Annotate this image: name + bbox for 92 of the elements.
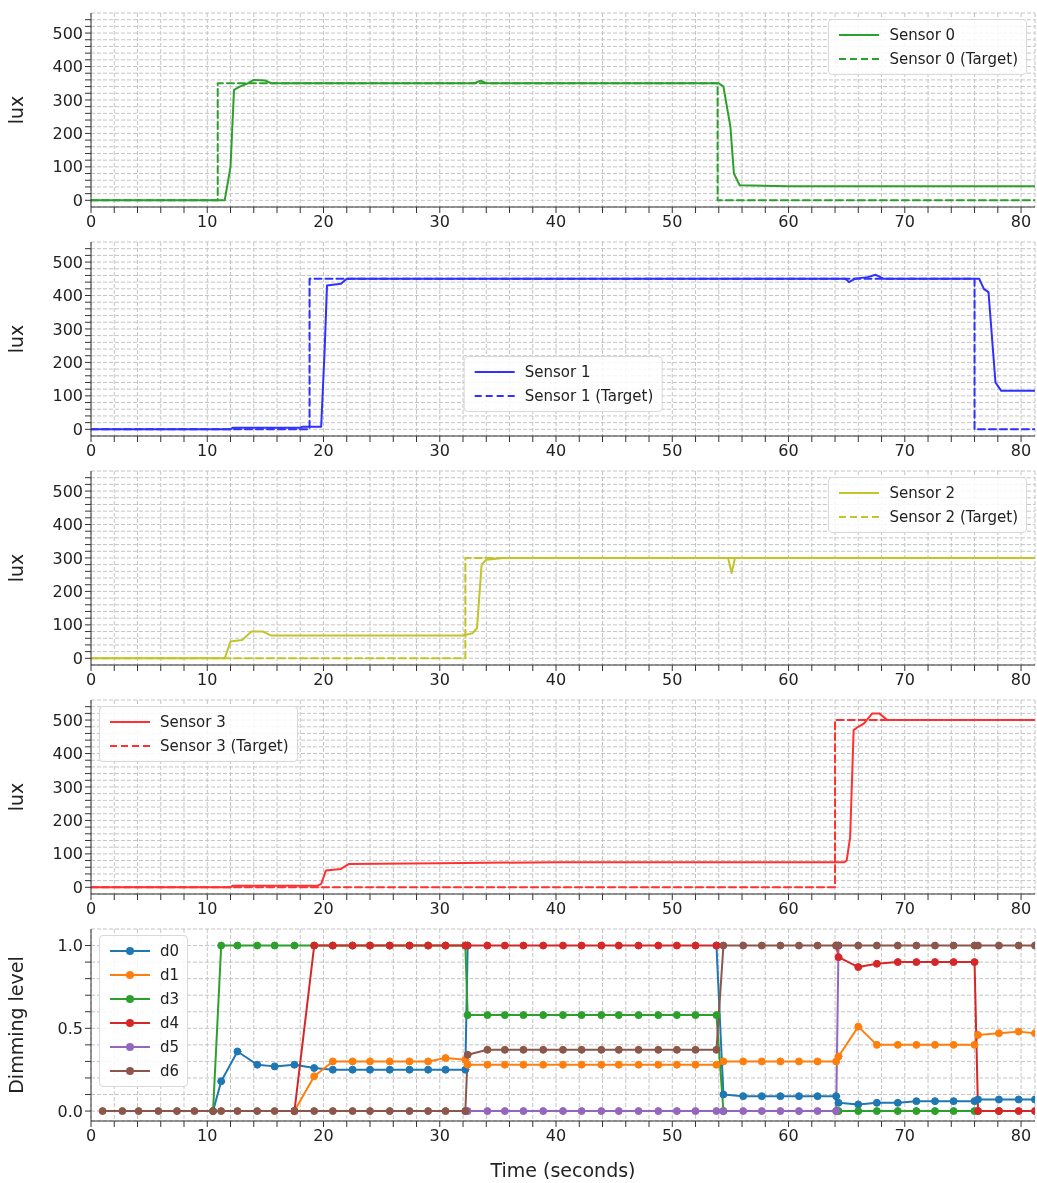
y-tick-label: 500: [52, 252, 83, 272]
x-tick-label: 20: [313, 1126, 334, 1145]
legend-label: d6: [160, 1062, 180, 1080]
y-tick-label: 100: [52, 615, 83, 635]
x-tick-label: 50: [662, 899, 683, 918]
y-axis-title: Dimming level: [4, 956, 27, 1094]
x-tick-label: 50: [662, 1126, 683, 1145]
legend-label: d5: [160, 1038, 180, 1056]
x-tick-label: 10: [197, 441, 218, 460]
legend-label: d3: [160, 990, 180, 1008]
x-tick-label: 70: [894, 1126, 915, 1145]
x-tick-label: 40: [545, 899, 567, 918]
y-tick-label: 100: [52, 386, 83, 406]
legend-label: Sensor 2 (Target): [889, 508, 1018, 526]
x-tick-label: 10: [197, 670, 218, 689]
x-tick-label: 20: [313, 212, 334, 231]
x-tick-label: 30: [429, 670, 450, 689]
x-tick-label: 70: [894, 441, 915, 460]
y-tick-label: 500: [52, 710, 83, 730]
y-tick-label: 300: [52, 548, 83, 568]
legend-label: Sensor 0: [889, 26, 956, 44]
y-tick-label: 0.0: [57, 1101, 83, 1121]
y-tick-label: 100: [52, 157, 83, 177]
y-tick-label: 200: [52, 582, 83, 602]
x-tick-label: 20: [313, 441, 334, 460]
x-tick-label: 50: [662, 212, 683, 231]
legend-label: Sensor 0 (Target): [889, 50, 1018, 68]
x-tick-label: 0: [85, 441, 97, 460]
y-tick-label: 0.5: [57, 1018, 83, 1038]
y-tick-label: 400: [52, 286, 83, 306]
x-tick-label: 30: [429, 441, 450, 460]
y-tick-label: 0: [72, 877, 83, 897]
x-tick-label: 0: [85, 670, 97, 689]
x-tick-label: 10: [197, 899, 218, 918]
y-tick-label: 0: [72, 419, 83, 439]
x-tick-label: 40: [545, 670, 567, 689]
y-tick-label: 500: [52, 23, 83, 43]
x-tick-label: 80: [1010, 899, 1032, 918]
x-tick-label: 40: [545, 441, 567, 460]
y-tick-label: 300: [52, 319, 83, 339]
y-tick-label: 400: [52, 744, 83, 764]
legend-label: Sensor 2: [889, 484, 956, 502]
y-tick-label: 400: [52, 515, 83, 535]
legend-label: d4: [160, 1014, 180, 1032]
y-tick-label: 500: [52, 481, 83, 501]
x-tick-label: 60: [778, 670, 799, 689]
x-tick-label: 40: [545, 1126, 567, 1145]
x-tick-label: 60: [778, 899, 799, 918]
legend-label: Sensor 3: [160, 713, 226, 731]
legend-label: Sensor 1 (Target): [524, 387, 654, 405]
y-tick-label: 300: [52, 90, 83, 110]
x-tick-label: 50: [662, 670, 683, 689]
x-tick-label: 0: [85, 1126, 97, 1145]
x-tick-label: 20: [313, 899, 334, 918]
y-axis-title: lux: [4, 95, 27, 125]
y-tick-label: 200: [52, 124, 83, 144]
x-tick-label: 80: [1010, 1126, 1032, 1145]
x-tick-label: 80: [1010, 441, 1032, 460]
x-tick-label: 70: [894, 899, 915, 918]
x-tick-label: 0: [85, 212, 97, 231]
x-tick-label: 30: [429, 899, 450, 918]
x-tick-label: 10: [197, 1126, 218, 1145]
x-tick-label: 80: [1010, 670, 1032, 689]
x-tick-label: 50: [662, 441, 683, 460]
x-tick-label: 10: [197, 212, 218, 231]
legend-label: Sensor 1: [524, 363, 591, 381]
y-tick-label: 100: [52, 844, 83, 864]
x-tick-label: 30: [429, 1126, 450, 1145]
x-tick-label: 30: [429, 212, 450, 231]
y-tick-label: 400: [52, 57, 83, 77]
y-tick-label: 300: [52, 777, 83, 797]
x-tick-label: 60: [778, 441, 799, 460]
legend-label: d1: [160, 966, 180, 984]
x-tick-label: 70: [894, 212, 915, 231]
y-tick-label: 200: [52, 811, 83, 831]
y-tick-label: 200: [52, 353, 83, 373]
legend-label: d0: [160, 942, 180, 960]
x-axis-title: Time (seconds): [489, 1159, 636, 1181]
y-axis-title: lux: [4, 782, 27, 812]
x-tick-label: 0: [85, 899, 97, 918]
x-tick-label: 60: [778, 1126, 799, 1145]
y-axis-title: lux: [4, 553, 27, 583]
y-tick-label: 1.0: [57, 936, 83, 956]
x-tick-label: 20: [313, 670, 334, 689]
y-axis-title: lux: [4, 324, 27, 354]
x-tick-label: 70: [894, 670, 915, 689]
y-tick-label: 0: [72, 190, 83, 210]
x-tick-label: 80: [1010, 212, 1032, 231]
x-tick-label: 40: [545, 212, 567, 231]
x-tick-label: 60: [778, 212, 799, 231]
legend-label: Sensor 3 (Target): [160, 737, 289, 755]
y-tick-label: 0: [72, 648, 83, 668]
